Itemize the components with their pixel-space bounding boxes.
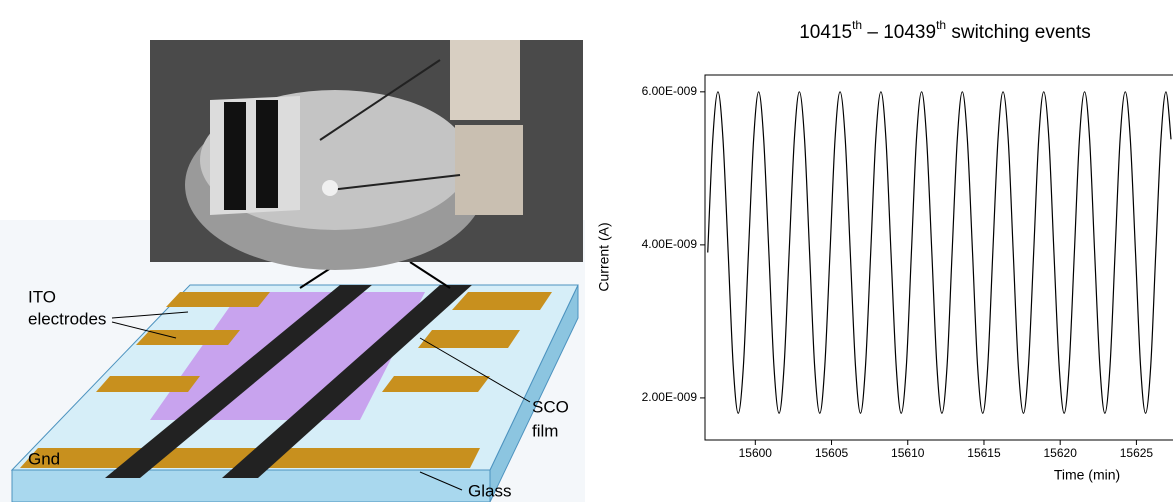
x-tick-label: 15610 (891, 446, 925, 460)
figure: ITO electrodes SCO film Gnd Glass 10415t… (0, 0, 1173, 502)
y-axis-label: Current (A) (596, 222, 612, 291)
label: electrodes (28, 309, 106, 328)
label: ITO (28, 287, 56, 306)
label: SCO (532, 397, 569, 416)
y-tick-label: 6.00E-009 (642, 84, 698, 98)
data-line (708, 92, 1171, 413)
x-axis-label: Time (min) (1054, 467, 1120, 483)
x-tick-label: 15605 (815, 446, 849, 460)
label: Glass (468, 481, 511, 500)
x-tick-label: 15615 (967, 446, 1001, 460)
label: Gnd (28, 449, 60, 468)
plot-area (708, 92, 1171, 413)
y-tick-label: 4.00E-009 (642, 237, 698, 251)
device-photo (150, 40, 583, 270)
chart-title: 10415th – 10439th switching events (799, 18, 1091, 43)
x-tick-label: 15620 (1044, 446, 1078, 460)
label: film (532, 421, 558, 440)
x-tick-label: 15600 (739, 446, 773, 460)
y-tick-label: 2.00E-009 (642, 390, 698, 404)
x-tick-label: 15625 (1120, 446, 1154, 460)
